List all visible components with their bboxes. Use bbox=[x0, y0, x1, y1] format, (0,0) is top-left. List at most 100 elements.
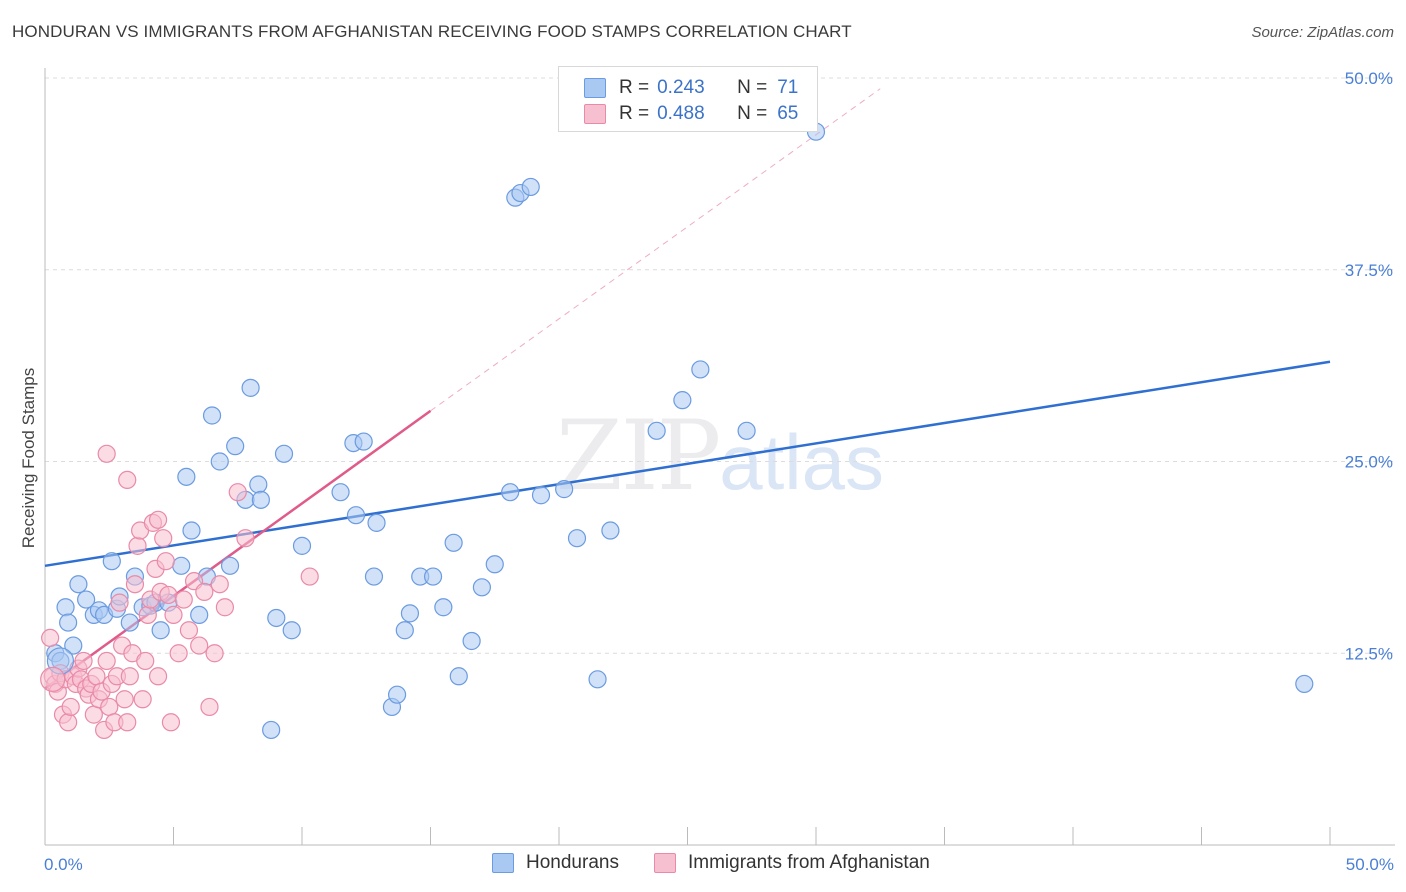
honduran-point bbox=[673, 391, 692, 410]
afghanistan-point bbox=[41, 628, 60, 648]
afghanistan-point bbox=[59, 713, 78, 732]
y-tick-label: 50.0% bbox=[1345, 69, 1393, 88]
y-tick-label: 25.0% bbox=[1345, 453, 1393, 472]
afghanistan-point bbox=[195, 582, 214, 601]
honduran-point bbox=[69, 575, 88, 594]
honduran-point bbox=[346, 506, 366, 525]
honduran-point bbox=[202, 406, 222, 425]
afghanistan-point bbox=[169, 644, 188, 663]
afghanistan-point bbox=[74, 651, 93, 671]
honduran-point bbox=[151, 621, 170, 640]
honduran-point bbox=[387, 685, 407, 704]
legend-n-label: N = bbox=[737, 77, 768, 98]
afghanistan-point bbox=[228, 483, 247, 502]
honduran-point bbox=[601, 521, 620, 540]
afghanistan-point bbox=[205, 644, 224, 663]
honduran-point bbox=[241, 378, 260, 397]
afghanistan-point bbox=[125, 575, 145, 594]
legend-r-value: 0.488 bbox=[657, 103, 705, 124]
afghanistan-point bbox=[190, 636, 209, 655]
honduran-point bbox=[292, 536, 312, 555]
afghanistan-point bbox=[87, 667, 106, 686]
afghanistan-point bbox=[118, 713, 137, 732]
honduran-point bbox=[691, 360, 710, 379]
grid-lines bbox=[45, 77, 1395, 654]
legend-swatch-afghanistan bbox=[654, 853, 676, 873]
honduran-point bbox=[226, 437, 245, 456]
honduran-point bbox=[190, 605, 209, 625]
honduran-point bbox=[423, 567, 443, 586]
y-tick-label: 12.5% bbox=[1345, 644, 1393, 663]
legend-label-hondurans: Hondurans bbox=[526, 852, 619, 873]
afghanistan-point bbox=[97, 651, 116, 671]
legend-r-label: R = bbox=[619, 77, 650, 98]
honduran-point bbox=[462, 631, 481, 651]
honduran-point bbox=[120, 613, 139, 632]
legend-r-label: R = bbox=[619, 103, 650, 124]
honduran-point bbox=[647, 421, 666, 440]
x-tick-label: 50.0% bbox=[1346, 855, 1394, 874]
afghanistan-point bbox=[133, 690, 152, 709]
honduran-point bbox=[531, 486, 551, 505]
honduran-point bbox=[64, 636, 83, 655]
honduran-point bbox=[521, 177, 540, 197]
honduran-point bbox=[274, 444, 294, 463]
legend-n-value: 65 bbox=[777, 103, 799, 124]
afghanistan-point bbox=[148, 667, 168, 686]
legend-row-afghanistan: R = 0.488 N = 65 bbox=[584, 103, 799, 125]
honduran-point bbox=[56, 598, 75, 617]
honduran-point bbox=[444, 533, 463, 552]
afghanistan-point bbox=[154, 529, 173, 548]
afghanistan-point bbox=[179, 621, 199, 640]
afghanistan-trend-extension bbox=[430, 88, 881, 412]
afghanistan-point bbox=[161, 713, 181, 732]
afghanistan-point bbox=[136, 651, 155, 671]
honduran-point bbox=[555, 480, 574, 499]
afghanistan-point bbox=[138, 605, 157, 625]
afghanistan-point bbox=[300, 567, 319, 586]
honduran-point bbox=[1295, 674, 1314, 694]
honduran-point bbox=[449, 667, 468, 686]
honduran-point bbox=[267, 608, 286, 628]
honduran-point bbox=[177, 467, 196, 486]
afghanistan-point bbox=[200, 697, 219, 717]
axes bbox=[44, 68, 1395, 846]
legend-swatch-hondurans bbox=[584, 78, 606, 98]
afghanistan-point bbox=[210, 575, 229, 594]
x-tick-label: 0.0% bbox=[44, 855, 83, 874]
honduran-point bbox=[485, 555, 504, 574]
honduran-point bbox=[59, 613, 78, 632]
legend-swatch-hondurans bbox=[492, 853, 514, 873]
legend-item-afghanistan[interactable]: Immigrants from Afghanistan bbox=[654, 852, 930, 874]
afghanistan-point bbox=[236, 529, 255, 548]
honduran-point bbox=[737, 421, 756, 440]
honduran-point bbox=[182, 521, 201, 540]
afghanistan-point bbox=[110, 593, 129, 612]
legend-row-hondurans: R = 0.243 N = 71 bbox=[584, 77, 799, 99]
y-tick-labels: 12.5% 25.0% 37.5% 50.0% bbox=[1345, 69, 1393, 663]
afghanistan-point bbox=[159, 585, 178, 605]
afghanistan-point bbox=[120, 667, 139, 686]
afghanistan-trend-line bbox=[44, 409, 432, 690]
afghanistan-point bbox=[164, 605, 183, 625]
afghanistan-point bbox=[84, 705, 103, 724]
honduran-point bbox=[588, 670, 607, 689]
legend-label-afghanistan: Immigrants from Afghanistan bbox=[688, 852, 930, 873]
honduran-point bbox=[172, 556, 191, 575]
legend-n-value: 71 bbox=[777, 77, 799, 98]
afghanistan-point bbox=[115, 690, 134, 709]
afghanistan-point bbox=[174, 590, 193, 609]
afghanistan-point bbox=[61, 697, 80, 717]
legend-item-hondurans[interactable]: Hondurans bbox=[492, 852, 619, 874]
honduran-trend-line bbox=[44, 360, 1331, 568]
honduran-point bbox=[331, 483, 350, 502]
afghanistan-point bbox=[148, 510, 168, 529]
afghanistan-point bbox=[118, 470, 137, 490]
data-points bbox=[40, 122, 1314, 740]
honduran-point bbox=[262, 720, 281, 740]
honduran-point bbox=[367, 513, 386, 532]
correlation-legend: R = 0.243 N = 71 R = 0.488 N = 65 bbox=[558, 66, 818, 132]
honduran-point bbox=[400, 604, 420, 623]
honduran-point bbox=[249, 475, 268, 494]
